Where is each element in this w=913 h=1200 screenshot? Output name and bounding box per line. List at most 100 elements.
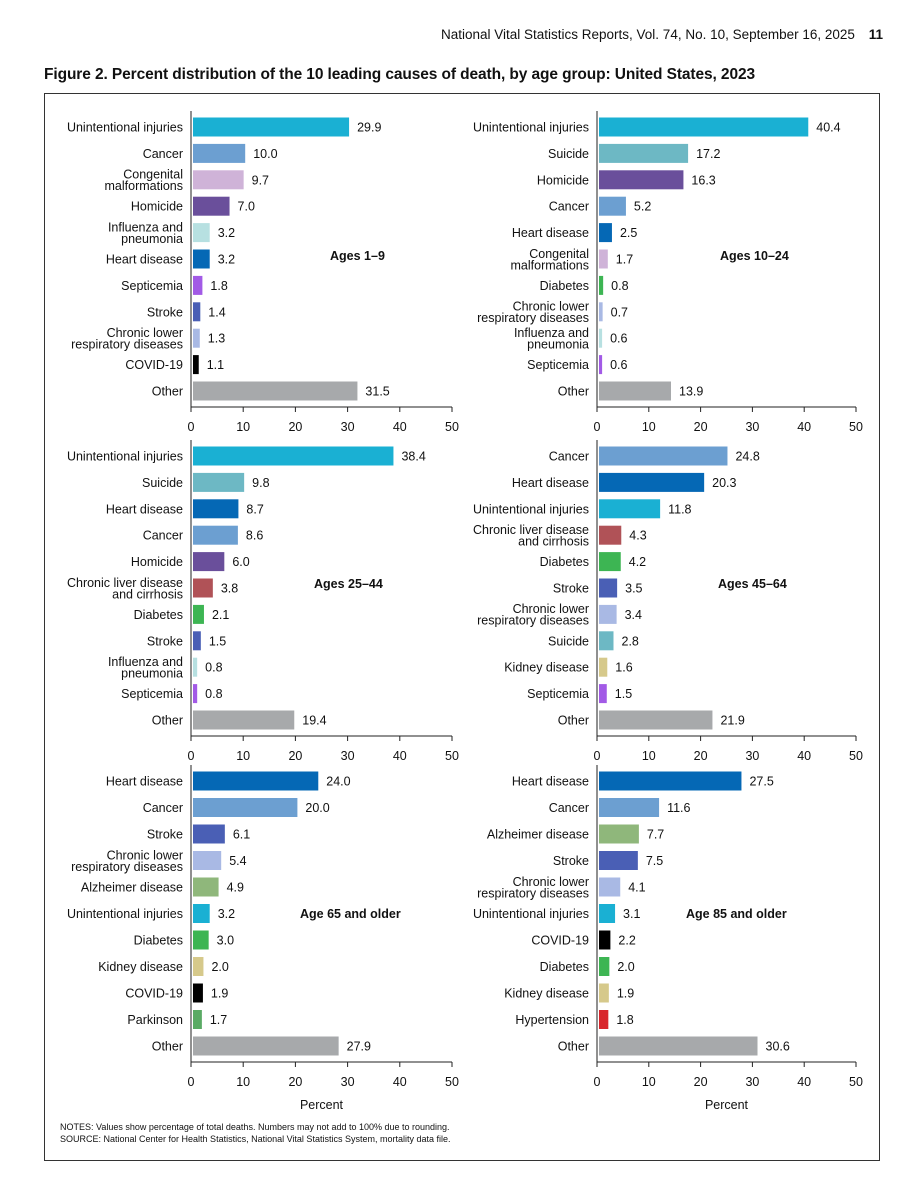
value-label: 3.1 — [623, 907, 640, 921]
report-citation: National Vital Statistics Reports, Vol. … — [440, 27, 855, 42]
value-label: 1.7 — [616, 253, 633, 267]
category-label: Influenza and pneumonia — [514, 326, 589, 352]
x-tick-label: 20 — [288, 420, 302, 434]
x-tick-label: 40 — [797, 1075, 811, 1089]
bar-heart-disease — [599, 771, 742, 791]
category-label: Diabetes — [540, 279, 589, 293]
bar-cancer — [599, 196, 626, 216]
category-label: Unintentional injuries — [473, 907, 589, 921]
x-tick-label: 30 — [745, 1075, 759, 1089]
value-label: 2.5 — [620, 226, 637, 240]
chart-panel-ages-1-9: 0 10 20 30 40 50 Unintentional injuries 29.9 Can… — [67, 111, 459, 434]
bar-stroke — [599, 578, 618, 598]
value-label: 4.1 — [628, 881, 645, 895]
bar-unintentional-injuries — [193, 446, 394, 466]
bar-heart-disease — [599, 223, 612, 243]
category-label: Kidney disease — [504, 987, 589, 1001]
category-label: Heart disease — [512, 476, 589, 490]
bar-kidney-disease — [193, 957, 204, 976]
value-label: 21.9 — [720, 714, 744, 728]
value-label: 16.3 — [691, 173, 715, 187]
category-label: Heart disease — [512, 226, 589, 240]
category-label: Chronic lower respiratory diseases — [477, 602, 589, 628]
x-tick-label: 20 — [288, 749, 302, 763]
value-label: 29.9 — [357, 121, 381, 135]
bar-other — [599, 381, 672, 401]
bar-chronic-liver-disease-and-cirrhosis — [193, 578, 213, 598]
value-label: 1.8 — [616, 1013, 633, 1027]
category-label: Stroke — [553, 854, 589, 868]
bar-chronic-lower-respiratory-diseases — [599, 877, 621, 897]
bar-chronic-lower-respiratory-diseases — [599, 604, 617, 624]
x-tick-label: 0 — [188, 1075, 195, 1089]
bar-suicide — [599, 143, 689, 163]
value-label: 6.0 — [232, 555, 249, 569]
value-label: 19.4 — [302, 714, 326, 728]
bar-heart-disease — [193, 771, 319, 791]
category-label: Septicemia — [121, 687, 183, 701]
x-tick-label: 30 — [341, 749, 355, 763]
bar-cancer — [599, 798, 660, 817]
x-tick-label: 50 — [849, 749, 863, 763]
value-label: 20.3 — [712, 476, 736, 490]
x-tick-label: 30 — [745, 420, 759, 434]
category-label: Stroke — [147, 828, 183, 842]
bar-covid-19 — [193, 983, 203, 1003]
bar-other — [599, 710, 713, 730]
category-label: Congenital malformations — [105, 168, 184, 194]
category-label: Chronic liver disease and cirrhosis — [473, 523, 589, 549]
bar-other — [193, 381, 358, 401]
bar-stroke — [193, 302, 201, 322]
category-label: Chronic lower respiratory diseases — [477, 875, 589, 901]
x-tick-label: 0 — [188, 420, 195, 434]
bar-stroke — [193, 824, 225, 844]
value-label: 11.8 — [668, 502, 691, 516]
value-label: 1.8 — [210, 279, 227, 293]
category-label: Other — [558, 714, 589, 728]
value-label: 1.4 — [208, 305, 225, 319]
value-label: 1.1 — [207, 358, 224, 372]
value-label: 3.2 — [218, 226, 235, 240]
x-tick-label: 20 — [694, 1075, 708, 1089]
bar-homicide — [599, 170, 684, 190]
chart-panel-age-65-and-older: 0 10 20 30 40 50 Heart disease 24.0 Cancer 20.0 St… — [67, 765, 459, 1112]
value-label: 31.5 — [365, 385, 389, 399]
x-tick-label: 20 — [288, 1075, 302, 1089]
x-tick-label: 50 — [849, 1075, 863, 1089]
category-label: Cancer — [549, 450, 589, 464]
x-axis-title: Percent — [705, 1098, 749, 1112]
category-label: Stroke — [147, 634, 183, 648]
figure-frame — [44, 93, 880, 1161]
bar-influenza-and-pneumonia — [599, 328, 603, 348]
bar-chronic-lower-respiratory-diseases — [193, 851, 222, 870]
value-label: 1.5 — [615, 687, 632, 701]
x-tick-label: 40 — [393, 1075, 407, 1089]
category-label: Diabetes — [540, 555, 589, 569]
value-label: 2.1 — [212, 608, 229, 622]
value-label: 3.0 — [217, 934, 234, 948]
x-tick-label: 40 — [393, 749, 407, 763]
bar-diabetes — [599, 275, 604, 295]
bar-diabetes — [193, 930, 209, 950]
category-label: Influenza and pneumonia — [108, 655, 183, 681]
chart-panel-ages-45-64: 0 10 20 30 40 50 Cancer 24.8 Heart disease 20.3 Un… — [473, 440, 863, 763]
category-label: Chronic liver disease and cirrhosis — [67, 576, 183, 602]
value-label: 27.9 — [347, 1040, 371, 1054]
value-label: 5.4 — [229, 854, 246, 868]
category-label: Cancer — [549, 801, 589, 815]
x-tick-label: 40 — [797, 749, 811, 763]
x-tick-label: 0 — [594, 749, 601, 763]
category-label: Heart disease — [512, 775, 589, 789]
value-label: 7.5 — [646, 854, 663, 868]
bar-alzheimer-disease — [193, 877, 219, 897]
category-label: Parkinson — [127, 1013, 183, 1027]
bar-unintentional-injuries — [193, 904, 210, 923]
value-label: 20.0 — [305, 801, 329, 815]
x-tick-label: 40 — [797, 420, 811, 434]
value-label: 2.8 — [622, 634, 639, 648]
bar-heart-disease — [193, 249, 210, 269]
bar-congenital-malformations — [193, 170, 244, 190]
bar-kidney-disease — [599, 657, 608, 677]
bar-cancer — [599, 446, 728, 466]
category-label: Homicide — [537, 173, 589, 187]
